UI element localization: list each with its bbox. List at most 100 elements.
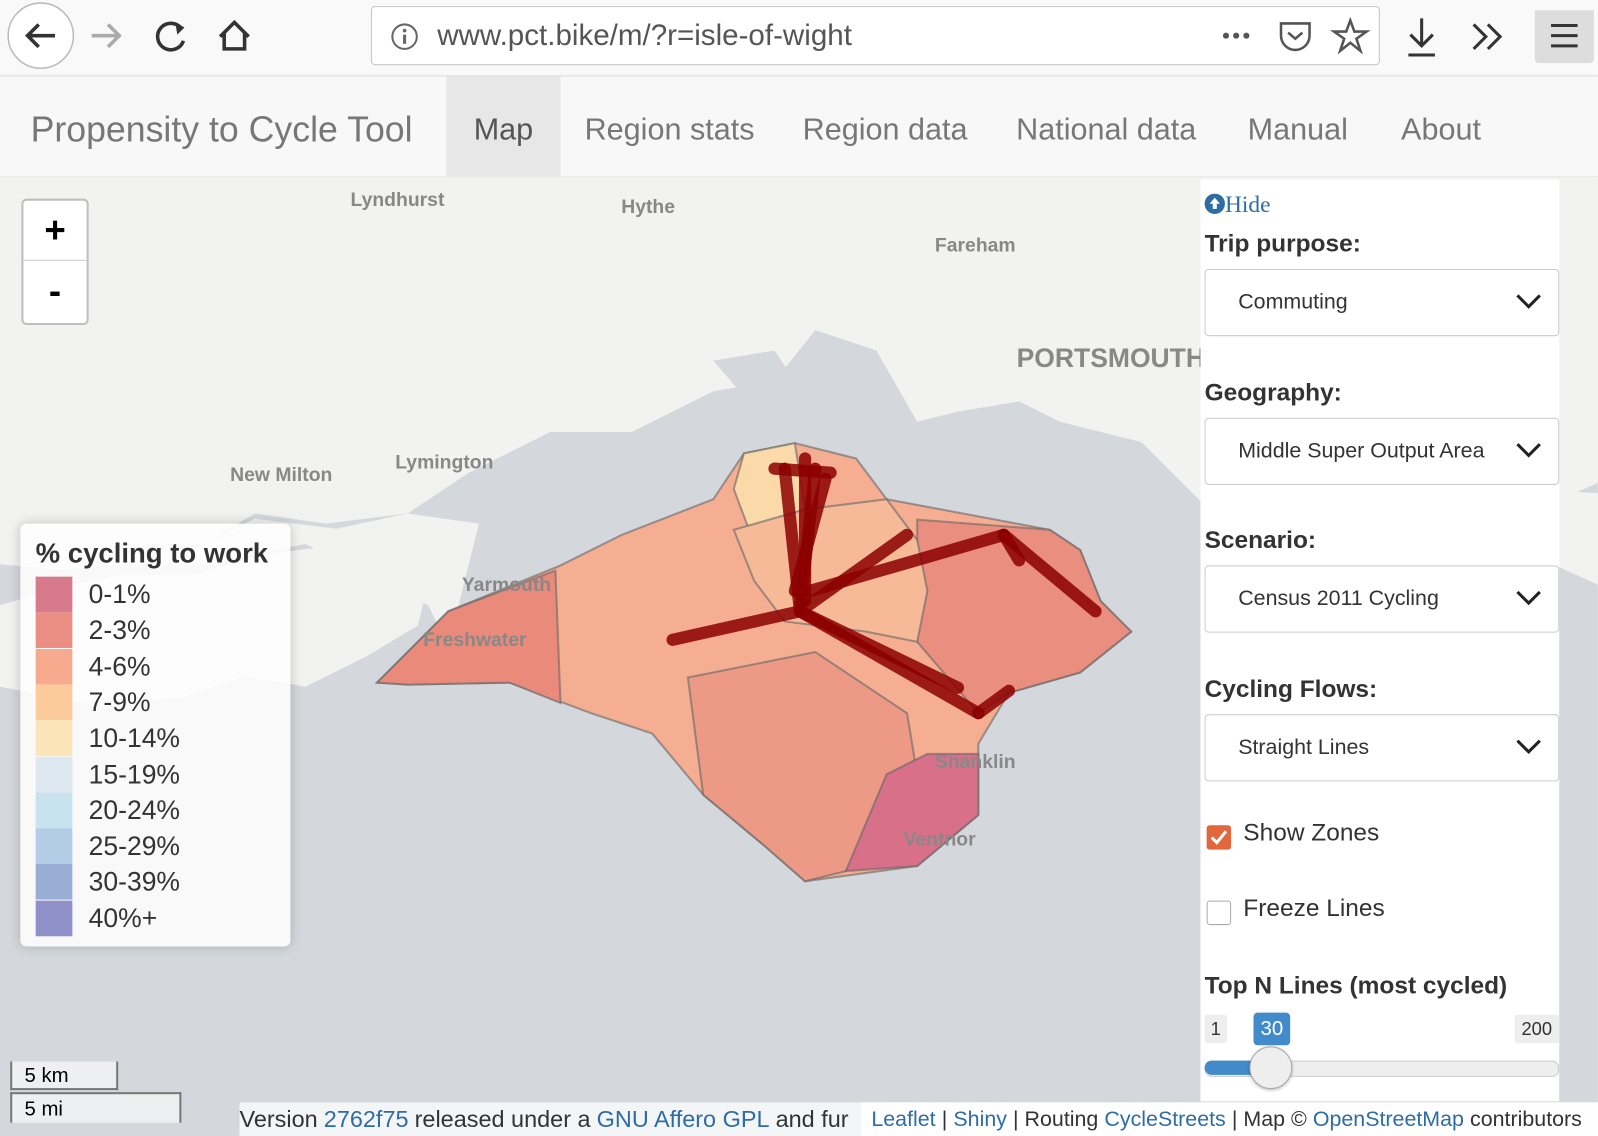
address-bar[interactable]: www.pct.bike/m/?r=isle-of-wight [370,6,1380,66]
legend-label: 7-9% [88,686,151,718]
legend-swatch [35,576,73,613]
legend-item: 30-39% [35,864,281,900]
brand[interactable]: Propensity to Cycle Tool [30,110,413,150]
footer-text: released under a [414,1105,591,1132]
legend-label: 4-6% [88,650,151,682]
field-label: Trip purpose: [1204,230,1361,258]
footer-text: | Routing [1013,1107,1099,1131]
place-label: Hythe [621,196,675,218]
link[interactable]: OpenStreetMap [1312,1107,1464,1131]
link[interactable]: Shiny [953,1107,1007,1131]
select[interactable]: Straight Lines [1204,713,1560,781]
footer-text: Version [239,1105,318,1132]
legend-item: 2-3% [35,612,281,649]
legend-swatch [35,648,73,685]
legend-swatch [35,612,73,649]
place-label: Fareham [935,235,1016,257]
url-icons[interactable] [1218,17,1371,54]
dropdown-arrow[interactable] [1515,737,1541,755]
legend-item: 25-29% [35,828,281,865]
control-panel: Hide Trip purpose: Commuting Geography: Mid… [1200,179,1560,1102]
dropdown-arrow[interactable] [1515,441,1541,459]
checkbox[interactable] [1206,900,1232,926]
dropdown-arrow[interactable] [1515,292,1541,310]
select-value[interactable]: Straight Lines [1238,735,1370,759]
nav-buttons[interactable] [0,0,306,75]
legend-item: 20-24% [35,792,281,829]
legend-label: 20-24% [88,794,180,826]
link[interactable]: Leaflet [871,1107,936,1131]
select[interactable]: Census 2011 Cycling [1204,565,1560,633]
field-label: Geography: [1204,378,1342,406]
select[interactable]: Commuting [1204,268,1560,337]
cycling-flows[interactable] [666,452,1102,720]
place-label: Yarmouth [462,574,551,596]
select-value[interactable]: Middle Super Output Area [1238,438,1485,463]
link[interactable]: GNU Affero GPL [596,1105,770,1132]
slider-handle[interactable] [1249,1046,1293,1090]
hide-link[interactable]: Hide [1204,191,1271,218]
link[interactable]: CycleStreets [1104,1107,1226,1131]
legend-swatch [35,792,73,829]
arrow-path [1516,442,1541,458]
slider-min: 1 [1204,1014,1227,1044]
legend-swatch [35,756,73,793]
legend-item: 4-6% [35,648,281,685]
legend-label: 30-39% [88,866,180,897]
footer-text: | [941,1107,948,1131]
slider-value: 30 [1253,1012,1291,1046]
navbar: Propensity to Cycle Tool Map Region stats… [0,76,1598,178]
arrow-path [1516,294,1541,309]
place-labels: Lyndhurst Hythe Fareham PORTSMOUTH New Milto… [230,189,1205,851]
checkbox[interactable] [1206,825,1232,850]
arrow-path [1516,590,1541,606]
dropdown-arrow[interactable] [1515,589,1541,607]
nav-item[interactable]: Map [446,76,561,177]
legend-label: 0-1% [88,578,151,610]
select[interactable]: Middle Super Output Area [1204,417,1560,485]
nav-item[interactable]: Manual [1247,113,1348,147]
legend-swatch [35,684,73,721]
place-label: PORTSMOUTH [1017,343,1205,373]
legend-title: % cycling to work [35,537,269,569]
footer-text: and fur [775,1105,849,1132]
link[interactable]: 2762f75 [323,1105,409,1132]
place-label: Shanklin [935,751,1016,773]
legend-label: 40%+ [88,902,158,933]
place-label: Lyndhurst [350,189,444,211]
checkbox-label[interactable]: Freeze Lines [1243,894,1385,923]
field-label: Scenario: [1204,526,1317,555]
legend-swatch [35,900,73,936]
select-value[interactable]: Census 2011 Cycling [1238,586,1439,611]
place-label: Ventnor [904,829,977,851]
check-path [1210,830,1228,845]
nav-item[interactable]: Region data [802,113,968,147]
legend-label: 10-14% [88,722,180,754]
url-text[interactable]: www.pct.bike/m/?r=isle-of-wight [437,19,852,52]
place-label: Lymington [395,452,493,474]
checkbox-label[interactable]: Show Zones [1243,819,1380,847]
zoom-in[interactable]: + [23,201,87,261]
legend-item: 10-14% [35,720,281,757]
legend: % cycling to work 0-1% 2-3% 4-6% 7-9% 10-14%… [20,523,291,947]
hide-icon[interactable] [1204,193,1225,214]
nav-item[interactable]: National data [1016,113,1197,147]
legend-item: 7-9% [35,684,281,721]
zoom-out[interactable]: - [48,269,62,312]
hide-text[interactable]: Hide [1224,191,1271,218]
browser-toolbar: www.pct.bike/m/?r=isle-of-wight [0,0,1598,77]
legend-label: 2-3% [88,614,151,646]
slider-label: Top N Lines (most cycled) [1204,971,1508,1000]
legend-swatch [35,864,73,900]
legend-item: 15-19% [35,756,281,793]
select-value[interactable]: Commuting [1238,290,1348,314]
toolbar-icons[interactable] [1396,10,1598,67]
field-label: Cycling Flows: [1204,674,1378,703]
nav-item[interactable]: Region stats [584,113,755,147]
scale-km: 5 km [10,1061,119,1091]
legend-item: 40%+ [35,900,281,936]
info-icon[interactable] [390,22,419,51]
nav-item[interactable]: About [1401,113,1481,147]
